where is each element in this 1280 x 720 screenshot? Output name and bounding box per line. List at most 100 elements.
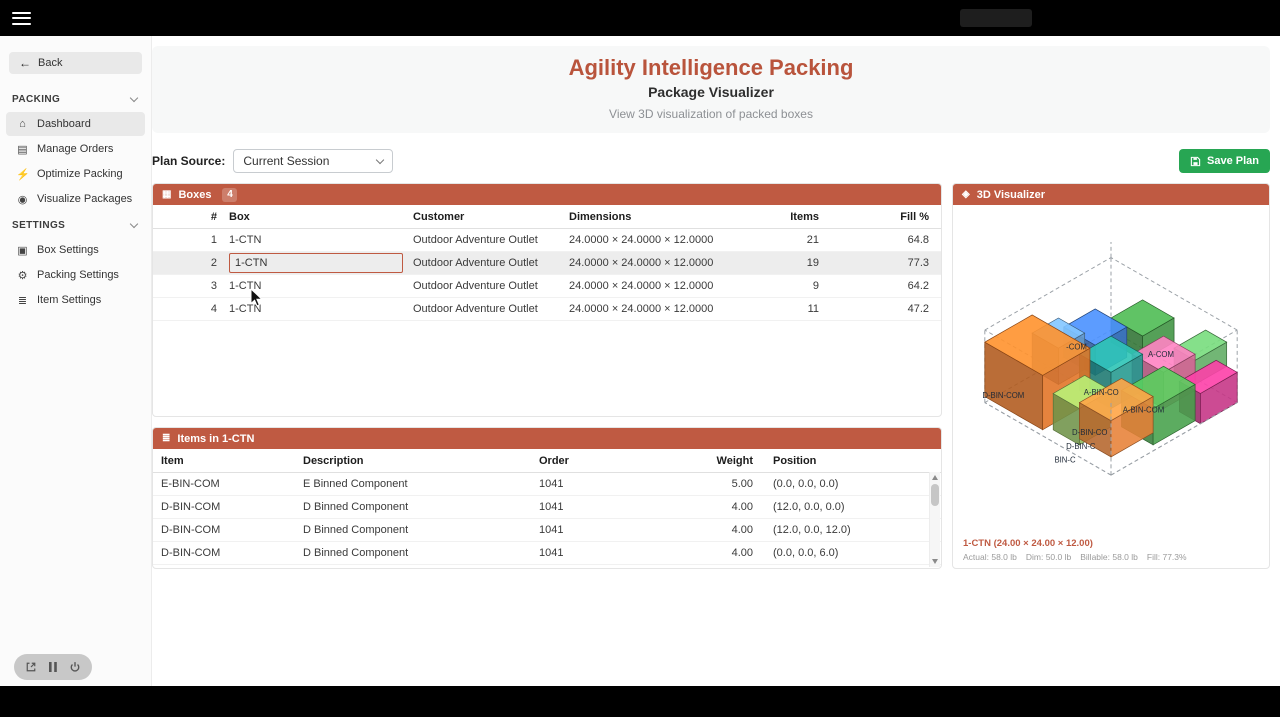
cell-description: D Binned Component [303,524,409,536]
col-description: Description [303,454,364,467]
cell-item: D-BIN-COM [161,547,221,559]
app-body: ← Back PACKING ⌂ Dashboard ▤ Manage Orde… [0,36,1280,687]
plan-source-value: Current Session [243,154,330,168]
col-position: Position [773,454,817,467]
sidebar-item-visualize-packages[interactable]: ◉ Visualize Packages [6,187,145,211]
cell-weight: 5.00 [731,478,753,490]
topbar-button[interactable] [960,9,1032,27]
section-label: SETTINGS [12,220,66,231]
col-dimensions: Dimensions [569,210,632,223]
hamburger-menu-icon[interactable] [12,11,31,25]
list-icon: ≣ [162,433,171,444]
sidebar-item-optimize-packing[interactable]: ⚡ Optimize Packing [6,162,145,186]
stat-dim: Dim: 50.0 lb [1025,552,1072,562]
cell-box: 1-CTN [229,303,262,315]
sidebar-item-label: Dashboard [37,118,91,130]
list-icon: ≣ [17,294,28,307]
sidebar-item-manage-orders[interactable]: ▤ Manage Orders [6,137,145,161]
cell-customer: Outdoor Adventure Outlet [413,257,538,269]
sidebar-item-dashboard[interactable]: ⌂ Dashboard [6,112,145,136]
stat-fill: Fill: 77.3% [1146,552,1187,562]
col-weight: Weight [716,454,753,467]
boxes-table-row-selected[interactable]: 2 Outdoor Adventure Outlet 24.0000 × 24.… [153,252,941,275]
sidebar-section-packing[interactable]: PACKING [0,86,151,111]
cell-items: 21 [806,234,819,246]
cell-dimensions: 24.0000 × 24.0000 × 12.0000 [569,234,714,246]
3d-scene[interactable]: -COM A-COM D-BIN-COM A-BIN-CO A-BIN-COM D-BIN… [957,215,1265,511]
visualizer-caption: 1-CTN (24.00 × 24.00 × 12.00) Actual: 58… [963,538,1187,562]
cell-fill: 47.2 [907,303,929,315]
cell-item: D-BIN-COM [161,501,221,513]
stat-actual: Actual: 58.0 lb [963,552,1017,562]
sidebar-item-label: Box Settings [37,244,99,256]
cell-dimensions: 24.0000 × 24.0000 × 12.0000 [569,303,714,315]
sidebar-item-item-settings[interactable]: ≣ Item Settings [6,288,145,312]
items-table-row[interactable]: D-BIN-COM D Binned Component 1041 4.00 (… [153,542,941,565]
stat-billable: Billable: 58.0 lb [1080,552,1138,562]
cell-fill: 64.8 [907,234,929,246]
chevron-down-icon [376,155,385,165]
cell-weight: 4.00 [731,501,753,513]
cell-customer: Outdoor Adventure Outlet [413,303,538,315]
scroll-up-icon[interactable] [932,475,938,480]
dashboard-icon: ⌂ [19,118,26,130]
boxes-panel: ▦ Boxes 4 # Box Customer Dimensions Item… [152,183,942,417]
items-table-row[interactable]: D-BIN-COM D Binned Component 1041 4.00 (… [153,496,941,519]
power-icon[interactable] [69,661,81,673]
floating-toolbar [14,654,92,680]
save-plan-label: Save Plan [1207,155,1259,167]
cell-fill: 77.3 [907,257,929,269]
box-label: A-BIN-CO [1084,388,1119,397]
sidebar-item-box-settings[interactable]: ▣ Box Settings [6,238,145,262]
cell-weight: 4.00 [731,547,753,559]
scrollbar-thumb[interactable] [931,484,939,506]
document-icon: ▤ [17,143,28,156]
cell-num: 4 [210,303,217,315]
cell-order: 1041 [539,524,564,536]
save-icon [1190,156,1201,166]
boxes-table-row[interactable]: 3 1-CTN Outdoor Adventure Outlet 24.0000… [153,275,941,298]
cell-box: 1-CTN [229,280,262,292]
box-label: A-COM [1148,350,1174,359]
box-label: -COM [1066,342,1087,351]
cell-num: 2 [210,257,217,269]
plan-source-select[interactable]: Current Session [233,149,394,173]
sidebar-section-settings[interactable]: SETTINGS [0,212,151,237]
page-description: View 3D visualization of packed boxes [609,107,813,121]
back-label: Back [38,57,63,69]
save-plan-button[interactable]: Save Plan [1179,149,1270,173]
visualizer-panel-header: ◈ 3D Visualizer [953,184,1269,205]
col-customer: Customer [413,210,465,223]
boxes-table-row[interactable]: 4 1-CTN Outdoor Adventure Outlet 24.0000… [153,298,941,321]
cell-position: (12.0, 0.0, 12.0) [773,524,851,536]
sidebar-item-label: Packing Settings [37,269,119,281]
cell-items: 9 [812,280,819,292]
cell-customer: Outdoor Adventure Outlet [413,234,538,246]
cell-box [221,253,405,273]
boxes-table-row[interactable]: 1 1-CTN Outdoor Adventure Outlet 24.0000… [153,229,941,252]
box-label: D-BIN-C [1066,442,1096,451]
items-table-row[interactable]: E-BIN-COM E Binned Component 1041 5.00 (… [153,473,941,496]
items-scrollbar[interactable] [929,472,940,567]
sidebar-item-label: Optimize Packing [37,168,123,180]
pause-icon[interactable] [48,661,58,673]
scroll-down-icon[interactable] [932,559,938,564]
cell-dimensions: 24.0000 × 24.0000 × 12.0000 [569,280,714,292]
cell-fill: 64.2 [907,280,929,292]
cell-dimensions: 24.0000 × 24.0000 × 12.0000 [569,257,714,269]
cell-description: D Binned Component [303,547,409,559]
cell-description: E Binned Component [303,478,408,490]
cell-num: 3 [210,280,217,292]
box-name-input[interactable] [229,253,403,273]
sidebar-item-label: Item Settings [37,294,102,306]
lightning-icon: ⚡ [16,168,30,181]
col-order: Order [539,454,569,467]
sidebar-item-packing-settings[interactable]: ⚙ Packing Settings [6,263,145,287]
selected-box-caption: 1-CTN (24.00 × 24.00 × 12.00) [963,538,1093,549]
items-table-row[interactable]: D-BIN-COM D Binned Component 1041 4.00 (… [153,519,941,542]
box-label: BIN-C [1054,455,1076,464]
open-external-icon[interactable] [25,661,37,673]
back-button[interactable]: ← Back [9,52,142,74]
cell-position: (12.0, 0.0, 0.0) [773,501,845,513]
cube-icon: ◈ [962,189,970,200]
